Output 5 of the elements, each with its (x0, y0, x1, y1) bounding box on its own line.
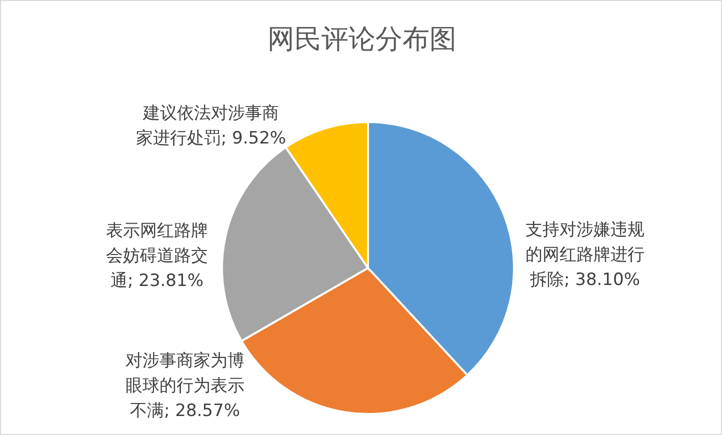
slice-label: 建议依法对涉事商家进行处罚; 9.52% (136, 104, 286, 148)
slice-label: 对涉事商家为博眼球的行为表示不满; 28.57% (126, 351, 244, 421)
chart-title: 网民评论分布图 (266, 23, 458, 57)
slice-label: 表示网红路牌会妨碍道路交通; 23.81% (106, 221, 208, 291)
slice-label: 支持对涉嫌违规的网红路牌进行拆除; 38.10% (526, 220, 644, 290)
